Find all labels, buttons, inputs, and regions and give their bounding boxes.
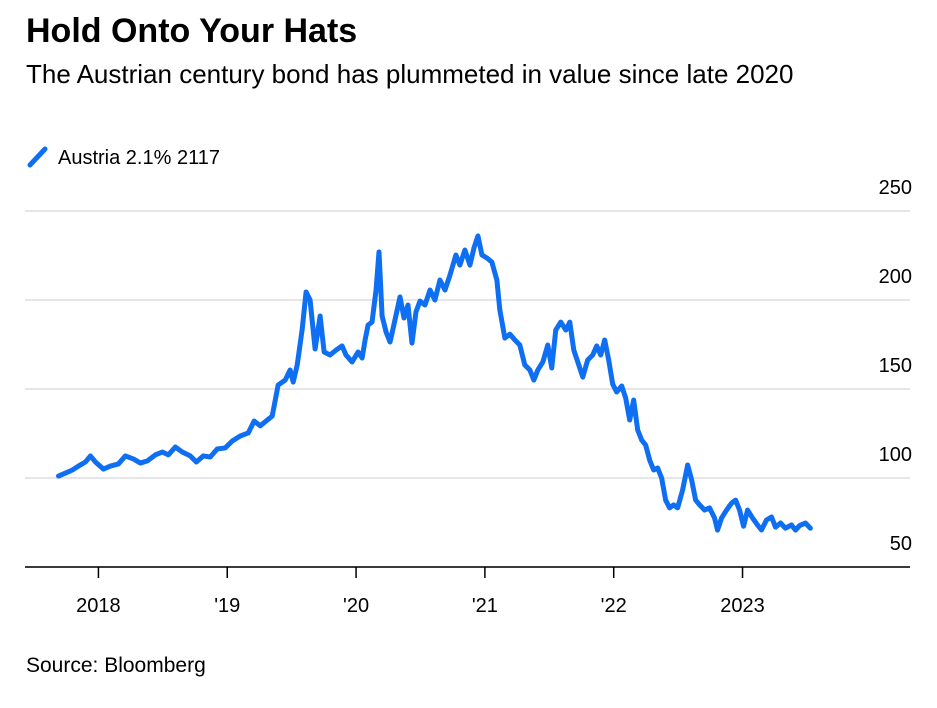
x-tick-label: '19 bbox=[214, 595, 240, 617]
x-tick-label: '22 bbox=[601, 595, 627, 617]
subtitle-box: The Austrian century bond has plummeted … bbox=[26, 59, 794, 89]
source: Source: Bloomberg bbox=[26, 654, 206, 677]
chart-title: Hold Onto Your Hats bbox=[26, 12, 357, 50]
chart-subtitle: The Austrian century bond has plummeted … bbox=[26, 59, 794, 89]
y-tick-label: 50 bbox=[890, 533, 912, 555]
legend-swatch bbox=[27, 146, 48, 168]
y-tick-label: 250 bbox=[879, 177, 912, 199]
y-tick-label: 200 bbox=[879, 266, 912, 288]
x-tick-label: 2023 bbox=[720, 595, 765, 617]
y-tick-label: 150 bbox=[879, 355, 912, 377]
series-line bbox=[55, 233, 813, 533]
y-tick-label: 100 bbox=[879, 444, 912, 466]
x-tick-label: '20 bbox=[343, 595, 369, 617]
x-tick-label: 2018 bbox=[76, 595, 121, 617]
x-tick-label: '21 bbox=[472, 595, 498, 617]
legend-label: Austria 2.1% 2117 bbox=[58, 147, 220, 169]
